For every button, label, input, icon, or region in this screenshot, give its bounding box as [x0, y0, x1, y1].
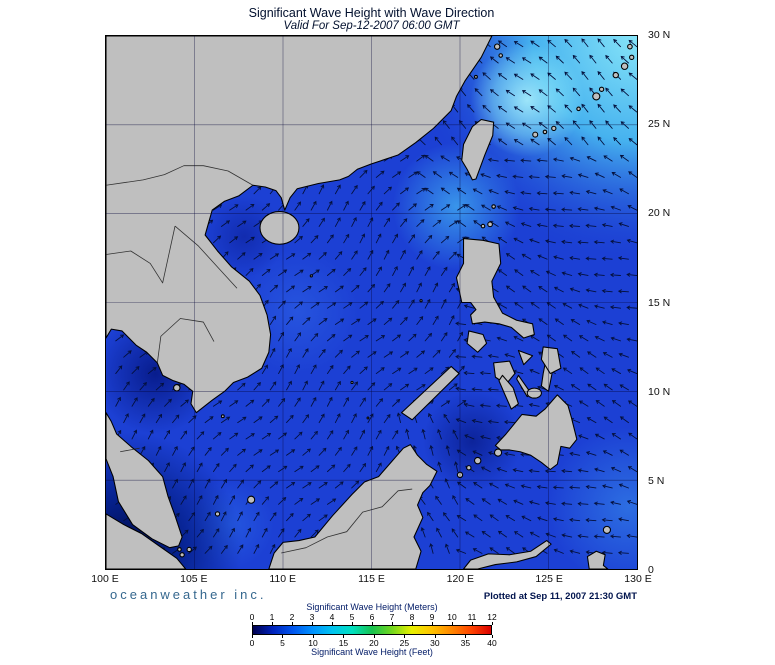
land-halmahera	[586, 550, 609, 569]
y-axis-tick-label: 20 N	[648, 207, 671, 220]
land-borneo	[268, 444, 438, 569]
land-taiwan	[461, 118, 495, 181]
legend-tick-mark	[492, 622, 493, 625]
meters-tick-label: 4	[329, 612, 335, 622]
x-axis-tick-label: 125 E	[535, 573, 563, 585]
y-axis-labels: 30 N 25 N 20 N 15 N 10 N 5 N 0	[648, 29, 698, 576]
y-axis-tick-label: 10 N	[648, 385, 671, 398]
legend-tick-mark	[392, 622, 393, 625]
legend-tick-mark	[312, 635, 314, 638]
legend-tick-mark	[432, 622, 433, 625]
x-axis-tick-label: 130 E	[624, 573, 652, 585]
map-frame	[105, 35, 638, 570]
meters-tick-label: 12	[487, 612, 497, 622]
y-axis-tick-label: 5 N	[648, 474, 665, 487]
feet-tick-label: 15	[338, 638, 349, 648]
legend-tick-mark	[434, 635, 436, 638]
meters-tick-label: 10	[447, 612, 457, 622]
legend-tick-mark	[291, 622, 293, 625]
land-panay	[493, 360, 516, 385]
valid-time-subtitle: Valid For Sep-12-2007 06:00 GMT	[283, 20, 460, 32]
legend-tick-mark	[312, 622, 313, 625]
plotted-at-text: Plotted at Sep 11, 2007 21:30 GMT	[483, 591, 637, 602]
legend-tick-mark	[331, 622, 333, 625]
legend-meters-label: Significant Wave Height (Meters)	[306, 602, 438, 612]
meters-tick-label: 11	[467, 612, 477, 622]
feet-tick-label: 0	[249, 638, 255, 648]
land-negros	[498, 374, 519, 410]
land-mainland-asia	[106, 36, 493, 414]
legend-tick-mark	[452, 622, 453, 625]
land-masbate	[517, 349, 534, 366]
legend-meters-ticks: 0 1 2 3 4 5 6 7 8 9 10 11 12	[249, 612, 497, 625]
legend-tick-mark	[372, 622, 373, 625]
x-axis-tick-label: 105 E	[180, 573, 208, 585]
legend-feet-ticks: 0 5 10 15 20 25 30 35 40	[249, 635, 497, 648]
x-axis-tick-label: 110 E	[269, 573, 296, 585]
land-layer	[106, 36, 635, 569]
land-small-islands	[173, 43, 635, 558]
legend-tick-mark	[271, 622, 273, 625]
x-axis-tick-label: 115 E	[358, 573, 385, 585]
meters-tick-label: 8	[409, 612, 415, 622]
land-sumatra	[106, 513, 187, 569]
land-hainan	[259, 211, 300, 245]
meters-tick-label: 9	[429, 612, 435, 622]
land-mindoro	[466, 330, 488, 353]
grid-layer	[106, 36, 637, 569]
y-axis-tick-label: 30 N	[648, 29, 671, 41]
meters-tick-label: 1	[269, 612, 275, 622]
x-axis-tick-label: 100 E	[91, 573, 119, 585]
oceanweather-logo-text: oceanweather inc.	[110, 587, 267, 602]
land-samar	[540, 346, 562, 375]
y-axis-tick-label: 15 N	[648, 296, 671, 309]
legend-tick-mark	[343, 635, 345, 638]
x-axis-labels: 100 E 105 E 110 E 115 E 120 E 125 E 130 E	[91, 573, 651, 587]
legend-tick-mark	[252, 635, 253, 638]
legend-tick-mark	[411, 622, 413, 625]
page-title: Significant Wave Height with Wave Direct…	[248, 6, 495, 20]
meters-tick-label: 5	[349, 612, 355, 622]
legend-tick-mark	[492, 635, 493, 638]
land-sulawesi-arm	[463, 540, 552, 569]
feet-tick-label: 40	[487, 638, 497, 648]
map-canvas	[106, 36, 637, 569]
x-axis-tick-label: 120 E	[446, 573, 475, 585]
y-axis-tick-label: 25 N	[648, 118, 671, 131]
meters-tick-label: 3	[309, 612, 315, 622]
legend-tick-mark	[404, 635, 406, 638]
feet-tick-label: 30	[430, 638, 440, 648]
legend-tick-mark	[352, 622, 353, 625]
meters-tick-label: 0	[249, 612, 255, 622]
legend-colorbar	[252, 625, 492, 635]
meters-tick-label: 2	[289, 612, 295, 622]
feet-tick-label: 25	[399, 638, 410, 648]
legend-tick-mark	[252, 622, 253, 625]
legend-feet-label: Significant Wave Height (Feet)	[311, 647, 433, 657]
feet-tick-label: 10	[308, 638, 318, 648]
feet-tick-label: 35	[460, 638, 471, 648]
legend-tick-mark	[373, 635, 375, 638]
feet-tick-label: 5	[280, 638, 285, 648]
legend-tick-mark	[472, 622, 473, 625]
legend-tick-mark	[465, 635, 467, 638]
land-palawan	[401, 365, 460, 421]
land-bohol	[526, 387, 542, 399]
land-mindanao	[494, 394, 578, 471]
legend-tick-mark	[282, 635, 284, 638]
y-axis-tick-label: 0	[648, 564, 654, 576]
feet-tick-label: 20	[369, 638, 379, 648]
meters-tick-label: 7	[389, 612, 395, 622]
meters-tick-label: 6	[369, 612, 375, 622]
country-borders	[106, 165, 413, 554]
